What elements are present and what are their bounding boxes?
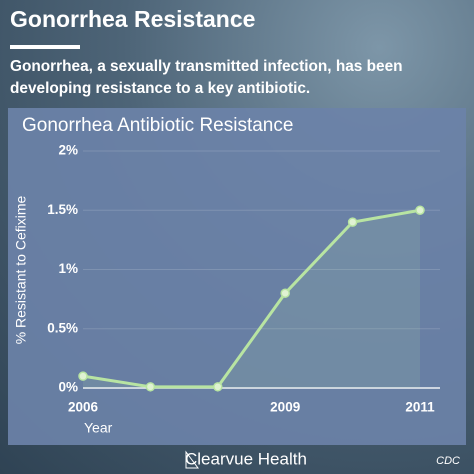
y-tick-label: 2% (58, 143, 78, 158)
x-axis-label: Year (84, 420, 113, 436)
chart-title: Gonorrhea Antibiotic Resistance (22, 115, 293, 136)
point (145, 382, 156, 392)
y-tick-label: 0.5% (47, 320, 78, 335)
y-tick-label: 1% (58, 261, 78, 276)
title-underline (10, 45, 80, 49)
y-tick-label: 0% (58, 380, 78, 395)
x-tick-label: 2006 (68, 400, 99, 415)
x-tick-label: 2009 (270, 400, 300, 415)
footer-brand: Clearvue Health (185, 449, 307, 468)
header-description: Gonorrhea, a sexually transmitted infect… (10, 58, 403, 97)
area (83, 210, 420, 388)
y-axis-label: % Resistant to Cefixime (13, 195, 29, 344)
x-tick-label: 2011 (405, 400, 435, 415)
point (280, 288, 290, 298)
point (78, 371, 88, 381)
header-title: Gonorrhea Resistance (10, 6, 256, 32)
point (213, 382, 223, 392)
point (415, 205, 425, 215)
footer-source: CDC (436, 455, 460, 467)
point (347, 217, 358, 227)
y-tick-label: 1.5% (47, 202, 78, 217)
brand-logo (185, 450, 199, 469)
chart-panel (8, 108, 466, 445)
line (82, 208, 421, 389)
